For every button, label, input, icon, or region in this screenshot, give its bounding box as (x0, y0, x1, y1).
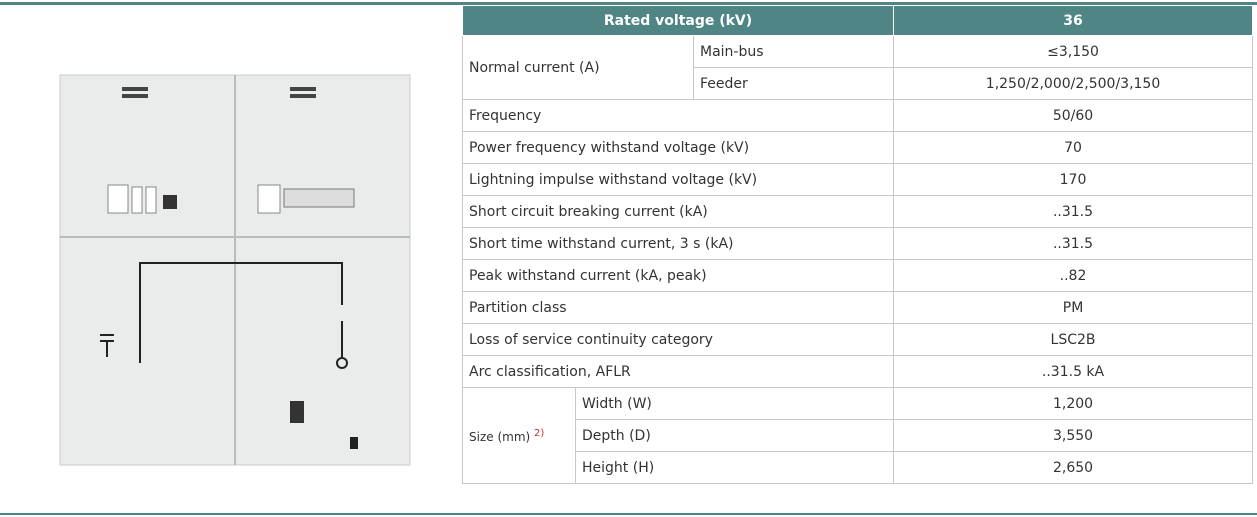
value: ..31.5 (894, 228, 1253, 260)
sub-label: Height (H) (576, 452, 894, 484)
value: LSC2B (894, 324, 1253, 356)
footnote-mark: 2) (534, 428, 544, 439)
bottom-rule (0, 513, 1257, 515)
row-label: Peak withstand current (kA, peak) (463, 260, 894, 292)
value: ..31.5 kA (894, 356, 1253, 388)
value: 2,650 (894, 452, 1253, 484)
page: Rated voltage (kV) 36 Normal current (A)… (0, 0, 1257, 517)
row-label: Short circuit breaking current (kA) (463, 196, 894, 228)
value: PM (894, 292, 1253, 324)
row-label: Short time withstand current, 3 s (kA) (463, 228, 894, 260)
value: 1,200 (894, 388, 1253, 420)
row-label: Lightning impulse withstand voltage (kV) (463, 164, 894, 196)
row: Depth (D)3,550 (463, 420, 1253, 452)
row-label: Arc classification, AFLR (463, 356, 894, 388)
value: 50/60 (894, 100, 1253, 132)
sub-label: Width (W) (576, 388, 894, 420)
value: ..82 (894, 260, 1253, 292)
header-cell: 36 (894, 6, 1253, 36)
row-label: Size (mm) (469, 430, 530, 444)
size-label-cell: Size (mm) 2) (463, 388, 576, 484)
row: Short time withstand current, 3 s (kA)..… (463, 228, 1253, 260)
row: Peak withstand current (kA, peak)..82 (463, 260, 1253, 292)
value: 170 (894, 164, 1253, 196)
spec-table: Rated voltage (kV) 36 Normal current (A)… (462, 5, 1253, 484)
product-image (0, 5, 460, 513)
value: ..31.5 (894, 196, 1253, 228)
row-label: Loss of service continuity category (463, 324, 894, 356)
row: Size (mm) 2)Width (W)1,200 (463, 388, 1253, 420)
value: 3,550 (894, 420, 1253, 452)
value: ≤3,150 (894, 36, 1253, 68)
row: Arc classification, AFLR..31.5 kA (463, 356, 1253, 388)
row-label: Partition class (463, 292, 894, 324)
row: Short circuit breaking current (kA)..31.… (463, 196, 1253, 228)
row-label: Normal current (A) (463, 36, 694, 100)
row-label: Power frequency withstand voltage (kV) (463, 132, 894, 164)
header-row: Rated voltage (kV) 36 (463, 6, 1253, 36)
row-label: Frequency (463, 100, 894, 132)
sub-label: Depth (D) (576, 420, 894, 452)
value: 1,250/2,000/2,500/3,150 (894, 68, 1253, 100)
row: Lightning impulse withstand voltage (kV)… (463, 164, 1253, 196)
row: Normal current (A) Main-bus ≤3,150 (463, 36, 1253, 68)
header-cell: Rated voltage (kV) (463, 6, 894, 36)
value: 70 (894, 132, 1253, 164)
sub-label: Feeder (694, 68, 894, 100)
row: Height (H)2,650 (463, 452, 1253, 484)
sub-label: Main-bus (694, 36, 894, 68)
row: Power frequency withstand voltage (kV)70 (463, 132, 1253, 164)
